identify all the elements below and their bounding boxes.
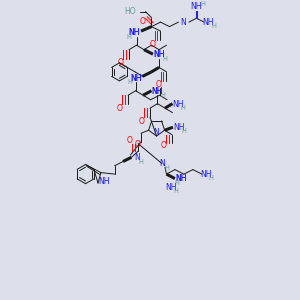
Text: NH: NH bbox=[172, 100, 184, 109]
Text: NH: NH bbox=[152, 87, 163, 96]
Text: NH: NH bbox=[165, 183, 177, 192]
Text: H: H bbox=[173, 188, 178, 194]
Text: H: H bbox=[175, 180, 180, 186]
Text: O: O bbox=[140, 17, 146, 26]
Text: O: O bbox=[139, 116, 145, 125]
Text: NH: NH bbox=[191, 2, 202, 11]
Text: H: H bbox=[181, 128, 186, 134]
Text: NH: NH bbox=[173, 123, 185, 132]
Text: N: N bbox=[159, 159, 165, 168]
Text: NH: NH bbox=[130, 74, 141, 83]
Text: H: H bbox=[162, 56, 167, 62]
Text: NH: NH bbox=[99, 177, 110, 186]
Text: H: H bbox=[181, 105, 185, 111]
Text: O: O bbox=[118, 58, 124, 67]
Text: H: H bbox=[126, 34, 131, 40]
Text: H: H bbox=[208, 175, 213, 181]
Text: H: H bbox=[160, 92, 165, 98]
Text: NH: NH bbox=[203, 18, 214, 27]
Text: NH: NH bbox=[153, 50, 165, 59]
Text: NH: NH bbox=[128, 28, 139, 37]
Text: O: O bbox=[117, 103, 123, 112]
Text: NH: NH bbox=[153, 50, 165, 59]
Text: H: H bbox=[164, 165, 169, 171]
Text: O: O bbox=[149, 40, 155, 49]
Text: O: O bbox=[134, 140, 140, 149]
Text: H: H bbox=[200, 1, 205, 7]
Text: NH: NH bbox=[152, 87, 163, 96]
Text: O: O bbox=[161, 141, 167, 150]
Text: H: H bbox=[128, 80, 132, 85]
Text: NH: NH bbox=[128, 28, 139, 37]
Text: NH: NH bbox=[175, 174, 186, 183]
Text: N: N bbox=[134, 153, 140, 162]
Text: N: N bbox=[153, 128, 159, 137]
Text: O: O bbox=[127, 136, 133, 145]
Text: N: N bbox=[181, 18, 186, 27]
Text: HO: HO bbox=[125, 7, 136, 16]
Text: O: O bbox=[155, 80, 161, 89]
Text: H: H bbox=[212, 23, 216, 29]
Text: NH: NH bbox=[130, 74, 141, 83]
Text: H: H bbox=[139, 158, 143, 164]
Text: NH: NH bbox=[201, 169, 212, 178]
Text: NH: NH bbox=[175, 174, 186, 183]
